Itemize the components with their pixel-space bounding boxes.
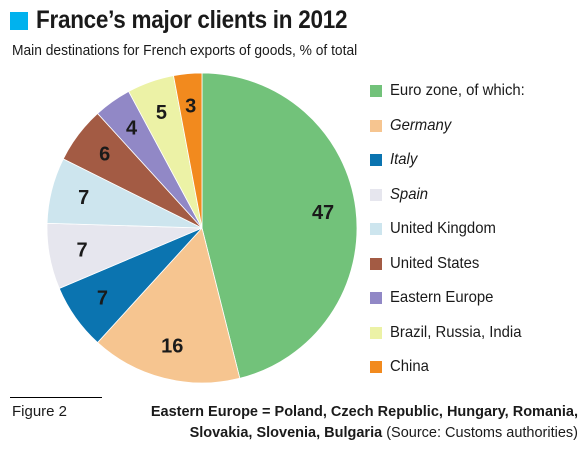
legend-swatch-5 (370, 257, 382, 270)
legend-label-2: Italy (390, 151, 418, 168)
pie-slice-8 (173, 72, 203, 229)
legend-item-1: Germany (370, 117, 456, 135)
pie-value-label-6: 4 (126, 117, 138, 139)
legend-item-4: United Kingdom (370, 220, 504, 238)
legend-swatch-2 (370, 154, 382, 166)
pie-value-label-2: 7 (97, 287, 108, 309)
legend-item-8: China (370, 358, 432, 376)
title-square-icon (10, 11, 28, 30)
legend-swatch-8 (370, 361, 382, 373)
pie-value-label-4: 7 (78, 187, 89, 209)
chart-title: France’s major clients in 2012 (36, 6, 348, 34)
pie-value-label-3: 7 (77, 239, 88, 261)
pie-value-label-1: 16 (161, 335, 183, 357)
legend-item-2: Italy (370, 151, 419, 169)
title-row: France’s major clients in 2012 (10, 6, 382, 35)
legend-label-8: China (390, 358, 429, 375)
footnote-line1: Eastern Europe = Poland, Czech Republic,… (150, 404, 578, 420)
figure-label: Figure 2 (12, 403, 68, 420)
legend-item-6: Eastern Europe (370, 289, 501, 307)
pie-slice-0 (201, 72, 358, 379)
legend-label-3: Spain (390, 185, 429, 203)
footnote: Eastern Europe = Poland, Czech Republic,… (151, 402, 578, 444)
pie-value-label-8: 3 (185, 96, 196, 118)
legend-swatch-1 (370, 119, 382, 132)
chart-subtitle: Main destinations for French exports of … (12, 42, 358, 59)
footnote-line2: Slovakia, Slovenia, Bulgaria (189, 425, 383, 441)
legend-label-5: United States (390, 254, 480, 272)
legend-swatch-6 (370, 292, 382, 304)
pie-value-label-0: 47 (312, 202, 334, 224)
legend-swatch-4 (370, 223, 382, 235)
legend-swatch-3 (370, 188, 382, 201)
pie-value-label-7: 5 (156, 102, 167, 124)
legend-label-4: United Kingdom (390, 220, 496, 237)
pie-slice-1 (97, 227, 241, 384)
legend-label-7: Brazil, Russia, India (390, 323, 522, 341)
legend-item-3: Spain (370, 186, 431, 204)
legend-item-7: Brazil, Russia, India (370, 324, 531, 342)
legend-label-6: Eastern Europe (390, 289, 494, 306)
legend-swatch-0 (370, 85, 382, 97)
legend-item-0: Euro zone, of which: (370, 82, 535, 100)
legend-item-5: United States (370, 255, 486, 273)
legend-label-0: Euro zone, of which: (390, 82, 525, 99)
legend-swatch-7 (370, 326, 382, 339)
footer-rule (10, 397, 102, 398)
legend-label-1: Germany (390, 116, 452, 134)
footnote-source: (Source: Customs authorities) (382, 425, 578, 441)
pie-value-label-5: 6 (99, 143, 110, 165)
